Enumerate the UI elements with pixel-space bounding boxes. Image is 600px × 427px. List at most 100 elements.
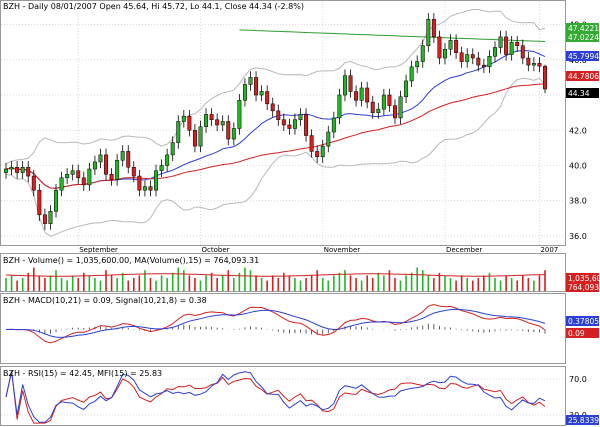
signal-line: [6, 308, 546, 338]
macd-line: [5, 303, 546, 344]
candle-up: [59, 177, 64, 191]
volume-bar: [471, 280, 474, 291]
price-tick-label: 38.0: [569, 197, 587, 206]
price-tick-label: 40.0: [569, 161, 587, 170]
month-labels: September October November December 2007: [79, 246, 558, 254]
volume-bar: [127, 280, 130, 291]
volume-bar: [399, 280, 402, 291]
candle-up: [120, 151, 125, 161]
volume-bar: [299, 280, 302, 291]
candle-down: [270, 103, 275, 112]
candle-up: [404, 80, 409, 98]
candle-down: [387, 94, 392, 106]
volume-bar: [121, 272, 124, 291]
volume-bar: [499, 280, 502, 291]
volume-bar: [521, 275, 524, 291]
volume-bar: [255, 275, 257, 291]
candle-down: [137, 175, 142, 191]
volume-bar: [327, 280, 330, 291]
candle-up: [198, 126, 203, 147]
candle-down: [276, 110, 281, 120]
candle-down: [348, 75, 353, 92]
volume-bars: [5, 267, 546, 291]
bollinger-bands: [5, 9, 546, 237]
volume-bar: [144, 270, 146, 291]
candle-down: [192, 130, 197, 147]
candle-down: [254, 77, 259, 96]
volume-value-label-box: [566, 282, 599, 292]
volume-bar: [527, 278, 530, 291]
candle-down: [537, 63, 542, 67]
candle-down: [470, 54, 475, 59]
volume-bar: [305, 278, 307, 291]
candle-up: [142, 186, 147, 191]
candle-down: [431, 19, 436, 38]
volume-bar: [360, 280, 363, 291]
rsi-title: BZH - RSI(15) = 42.45, MFI(15) = 25.83: [3, 369, 162, 378]
volume-bar: [377, 272, 380, 291]
volume-bar: [138, 275, 141, 291]
candle-up: [493, 47, 497, 57]
volume-bar: [321, 278, 324, 291]
candle-down: [526, 57, 531, 66]
candle-up: [292, 119, 297, 129]
volume-bar: [227, 270, 230, 291]
volume-bar: [516, 280, 519, 291]
volume-bar: [260, 278, 263, 291]
candle-up: [159, 165, 164, 172]
candle-up: [415, 61, 420, 68]
candle-up: [298, 114, 303, 120]
candle-down: [37, 189, 42, 216]
volume-bar: [188, 275, 191, 291]
moving-averages: [5, 29, 546, 189]
candle-down: [215, 119, 220, 126]
price-value-label-text: 45.7994: [568, 52, 599, 61]
candle-down: [543, 65, 547, 90]
candle-down: [370, 101, 375, 113]
volume-bar: [71, 275, 74, 291]
candle-down: [481, 64, 486, 68]
volume-bar: [433, 278, 435, 291]
volume-bar: [221, 275, 224, 291]
volume-bar: [438, 272, 441, 291]
candle-up: [92, 161, 97, 170]
candle-down: [131, 167, 136, 177]
candle-up: [359, 87, 364, 101]
candle-up: [154, 170, 159, 191]
month-label: September: [79, 246, 118, 254]
volume-bar: [44, 278, 46, 291]
candle-up: [20, 167, 25, 173]
price-value-label: 44.7806: [566, 71, 599, 81]
price-value-label: 47.4221: [566, 23, 599, 33]
volume-bar: [416, 267, 418, 291]
volume-bar: [394, 278, 396, 291]
candle-up: [448, 40, 453, 50]
candle-down: [187, 115, 192, 131]
volume-bar: [216, 278, 218, 291]
volume-bar: [383, 275, 385, 291]
month-label: November: [324, 246, 361, 254]
volume-bar: [49, 275, 52, 291]
candle-up: [420, 45, 425, 62]
volume-bar: [88, 275, 91, 291]
volume-bar: [5, 278, 7, 291]
volume-bar: [488, 272, 491, 291]
macd-value-label-text: 0.378053: [568, 317, 600, 326]
candle-up: [342, 75, 347, 96]
candle-up: [398, 96, 403, 119]
candle-up: [326, 131, 331, 147]
volume-bar: [294, 278, 296, 291]
volume-bar: [505, 275, 507, 291]
volume-bar: [510, 278, 513, 291]
volume-bar: [405, 275, 407, 291]
volume-bar: [171, 272, 174, 291]
candle-down: [42, 214, 47, 224]
macd-value-label: 0.378053: [566, 316, 600, 326]
volume-bar: [155, 280, 157, 291]
candle-up: [48, 211, 53, 224]
candle-down: [309, 135, 314, 152]
candle-down: [392, 105, 397, 119]
volume-bar: [449, 278, 452, 291]
volume-bar: [160, 275, 163, 291]
